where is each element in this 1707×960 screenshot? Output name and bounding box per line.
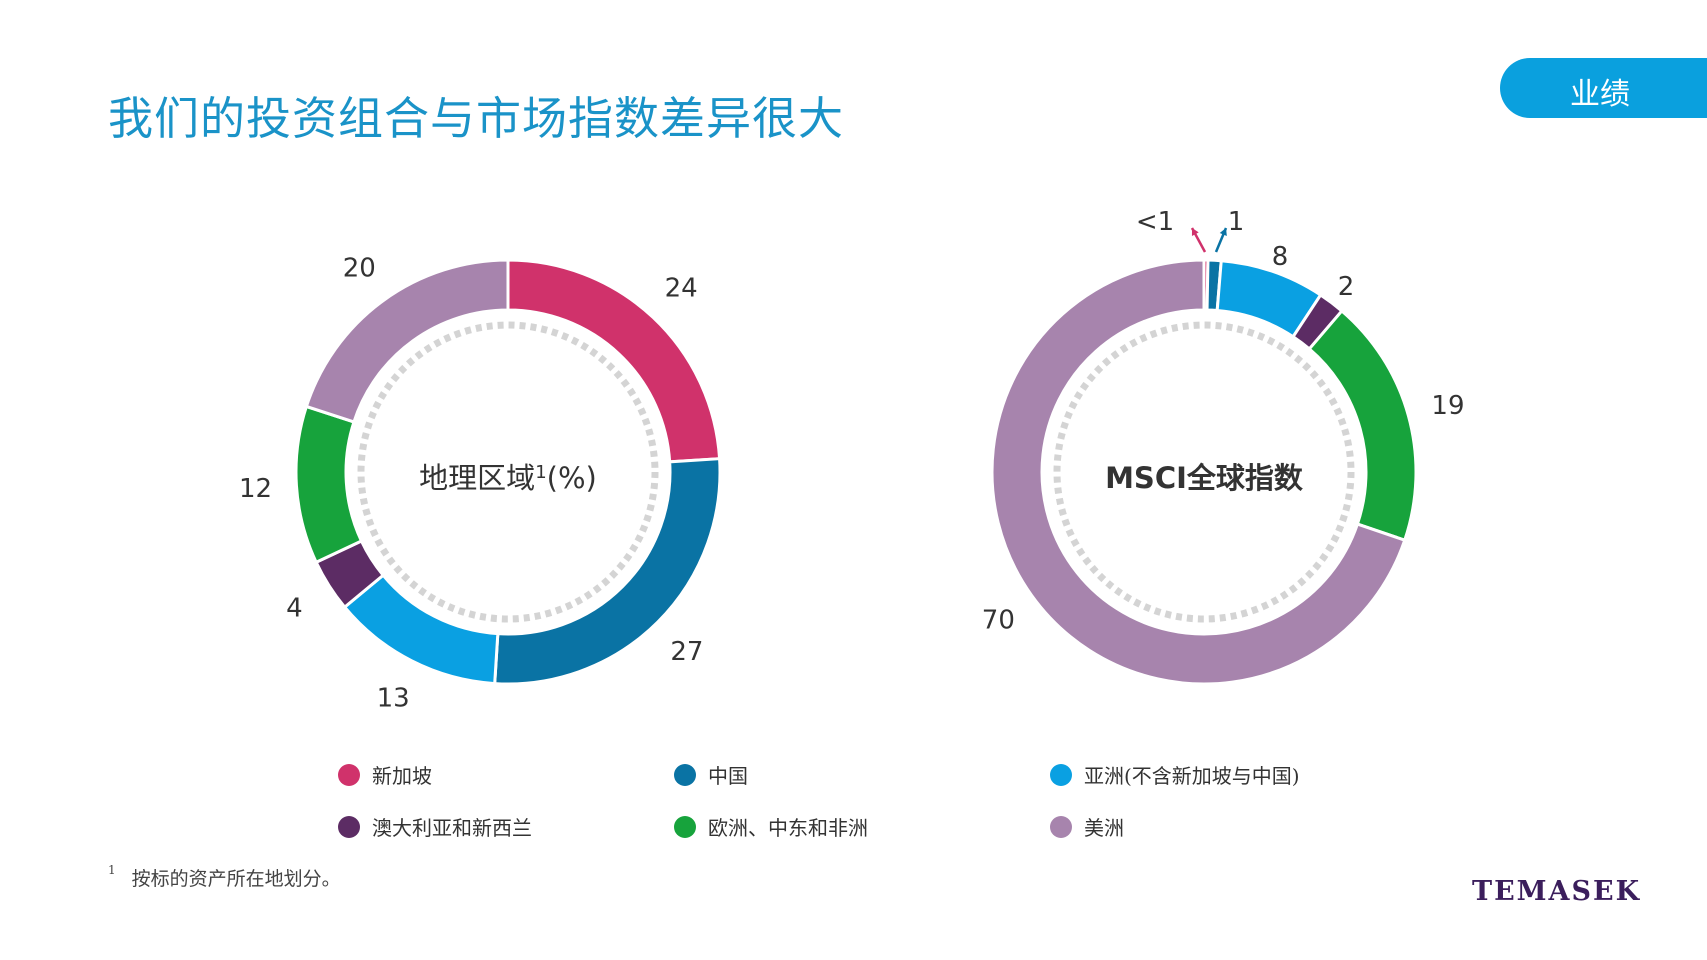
footnote: 1 按标的资产所在地划分。: [108, 862, 341, 891]
donut-center-label: MSCI全球指数: [1105, 461, 1304, 495]
data-label: 1: [1228, 207, 1245, 237]
data-label: 70: [982, 605, 1015, 635]
data-label: 13: [377, 683, 410, 713]
data-label: <1: [1136, 207, 1174, 237]
temasek-logo: TEMASEK: [1472, 876, 1642, 907]
data-label: 24: [665, 274, 698, 304]
data-label: 27: [670, 637, 703, 667]
donut-center-label: 地理区域1(%): [419, 461, 597, 495]
donut-slice: [294, 404, 364, 565]
footnote-marker: 1: [108, 862, 116, 877]
data-label: 12: [239, 474, 272, 504]
label-arrowhead: [1191, 228, 1199, 236]
donut-slice: [1307, 308, 1418, 543]
donut-inner-dotted-ring: [357, 321, 659, 623]
donut-slice: [990, 258, 1407, 686]
section-tab[interactable]: 业绩: [1500, 58, 1707, 118]
label-arrowhead: [1219, 228, 1227, 236]
page-title: 我们的投资组合与市场指数差异很大: [108, 92, 845, 145]
data-label: 4: [286, 594, 303, 624]
center-label-suffix: (%): [547, 461, 597, 495]
data-label: 2: [1338, 272, 1355, 302]
donut-slice: [304, 258, 510, 424]
data-label: 8: [1272, 242, 1289, 272]
center-label-sup: 1: [535, 462, 546, 483]
section-tab-label: 业绩: [1570, 77, 1630, 112]
footnote-text: 按标的资产所在地划分。: [131, 868, 341, 890]
donut-inner-dotted-ring: [1053, 321, 1355, 623]
data-label: 19: [1431, 391, 1464, 421]
data-label: 20: [343, 253, 376, 283]
